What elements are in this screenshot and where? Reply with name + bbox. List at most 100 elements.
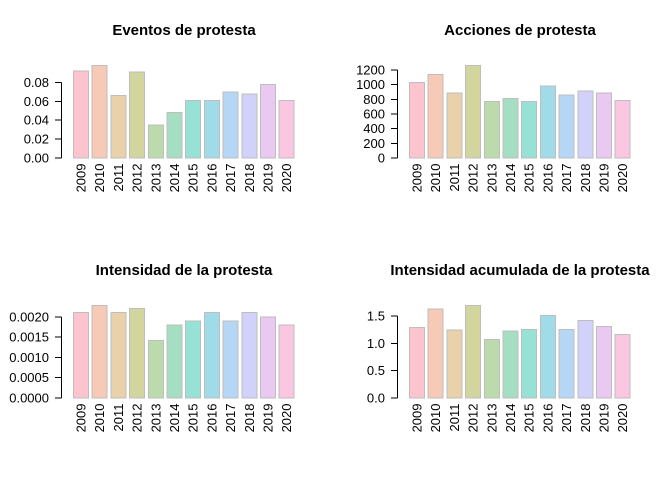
x-tick-label: 2011 xyxy=(111,164,126,192)
bar-2020 xyxy=(278,99,295,159)
bar-plot-intensidad: 0.0000 0.0005 0.0010 0.0015 0.0020 2009 2010 20… xyxy=(9,305,295,433)
bar-2015 xyxy=(521,101,538,159)
bar-2012 xyxy=(129,307,146,399)
x-tick-label: 2014 xyxy=(167,164,182,193)
bar-2010 xyxy=(91,65,108,159)
x-tick-label: 2013 xyxy=(148,164,163,193)
x-tick-label: 2016 xyxy=(540,164,555,193)
bar-plot-intensidad-acumulada: 0.0 0.5 1.0 1.5 2009 2010 2011 2012 2013 2014 2015… xyxy=(367,305,631,433)
x-tick-label: 2010 xyxy=(428,404,443,433)
x-tick-label: 2020 xyxy=(615,404,630,433)
x-tick-label: 2014 xyxy=(503,404,518,433)
bar-2020 xyxy=(614,334,631,399)
x-tick-label: 2015 xyxy=(522,164,537,193)
y-tick-label: 0.02 xyxy=(24,132,49,147)
x-tick-label: 2009 xyxy=(74,164,89,193)
y-tick-label: 0.0015 xyxy=(9,330,49,345)
x-tick-label: 2011 xyxy=(447,404,462,432)
x-tick-label: 2009 xyxy=(410,164,425,193)
x-tick-label: 2011 xyxy=(111,404,126,432)
y-tick-label: 0 xyxy=(378,151,385,166)
bar-2009 xyxy=(73,70,89,159)
bar-2017 xyxy=(558,329,575,399)
x-tick-label: 2014 xyxy=(167,404,182,433)
x-tick-label: 2012 xyxy=(130,404,145,433)
bar-2020 xyxy=(614,100,631,159)
x-tick-label: 2017 xyxy=(559,404,574,433)
x-tick-label: 2019 xyxy=(261,404,276,433)
panel-eventos-de-protesta: Eventos de protesta 0.00 0.02 0.04 0.06 0.08… xyxy=(0,0,336,240)
y-tick-label: 1200 xyxy=(356,62,385,77)
bar-2013 xyxy=(483,101,500,159)
x-tick-label: 2017 xyxy=(559,164,574,193)
bar-2013 xyxy=(483,338,500,399)
y-tick-label: 0.0020 xyxy=(9,309,49,324)
bar-2018 xyxy=(241,93,258,159)
bar-plot-eventos: 0.00 0.02 0.04 0.06 0.08 2009 2010 2011 2012 2013… xyxy=(24,65,295,193)
bar-2011 xyxy=(110,311,127,399)
bar-2019 xyxy=(596,92,612,159)
x-tick-label: 2016 xyxy=(204,404,219,433)
y-tick-label: 0.08 xyxy=(24,75,49,90)
y-tick-label: 0.5 xyxy=(367,363,385,378)
bar-2011 xyxy=(446,92,463,159)
y-tick-label: 1.5 xyxy=(367,308,385,323)
bar-2013 xyxy=(147,124,164,159)
bar-2012 xyxy=(129,71,146,159)
bar-2012 xyxy=(465,65,482,159)
x-tick-label: 2012 xyxy=(466,404,481,433)
x-tick-label: 2010 xyxy=(92,404,107,433)
y-tick-label: 0.04 xyxy=(24,113,49,128)
bar-2016 xyxy=(203,99,220,159)
x-tick-label: 2016 xyxy=(204,164,219,193)
x-tick-label: 2010 xyxy=(428,164,443,193)
bar-2019 xyxy=(596,325,612,399)
bar-2014 xyxy=(166,324,183,399)
bar-2011 xyxy=(446,329,463,399)
x-tick-label: 2020 xyxy=(615,164,630,193)
x-tick-label: 2016 xyxy=(540,404,555,433)
bar-2015 xyxy=(521,329,538,399)
x-tick-label: 2015 xyxy=(186,404,201,433)
bar-2016 xyxy=(539,314,556,399)
panel-acciones-de-protesta: Acciones de protesta 0 200 400 600 800 1000 12… xyxy=(336,0,672,240)
bar-2009 xyxy=(409,81,425,159)
x-tick-label: 2020 xyxy=(279,404,294,433)
bar-2017 xyxy=(222,91,239,159)
x-tick-label: 2009 xyxy=(410,404,425,433)
bar-2018 xyxy=(241,311,258,399)
panel-intensidad-acumulada: Intensidad acumulada de la protesta 0.0 0… xyxy=(336,240,672,480)
y-tick-label: 0.0010 xyxy=(9,350,49,365)
chart-title-eventos: Eventos de protesta xyxy=(112,22,256,39)
bar-2018 xyxy=(577,90,594,159)
bar-2014 xyxy=(166,112,183,159)
bar-2013 xyxy=(147,339,164,399)
x-tick-label: 2018 xyxy=(578,404,593,433)
bar-2015 xyxy=(185,320,202,399)
y-tick-label: 600 xyxy=(363,107,385,122)
bar-2014 xyxy=(502,98,519,159)
bar-2011 xyxy=(110,95,127,159)
x-tick-label: 2015 xyxy=(186,164,201,193)
x-tick-label: 2017 xyxy=(223,404,238,433)
chart-title-intensidad-acumulada: Intensidad acumulada de la protesta xyxy=(390,262,650,279)
y-tick-label: 0.0000 xyxy=(9,391,49,406)
y-tick-label: 800 xyxy=(363,92,385,107)
bar-2019 xyxy=(260,83,276,159)
bar-2010 xyxy=(91,305,108,399)
x-tick-label: 2019 xyxy=(597,164,612,193)
y-tick-label: 400 xyxy=(363,121,385,136)
panel-intensidad-de-la-protesta: Intensidad de la protesta 0.0000 0.0005 0.… xyxy=(0,240,336,480)
x-tick-label: 2013 xyxy=(484,404,499,433)
bar-2014 xyxy=(502,330,519,399)
x-tick-label: 2012 xyxy=(466,164,481,193)
bar-2010 xyxy=(427,73,444,159)
chart-title-intensidad: Intensidad de la protesta xyxy=(95,262,273,279)
x-tick-label: 2018 xyxy=(242,163,257,192)
bar-2018 xyxy=(577,319,594,399)
bar-2019 xyxy=(260,316,276,399)
x-tick-label: 2018 xyxy=(242,404,257,433)
y-tick-label: 200 xyxy=(363,136,385,151)
x-tick-label: 2010 xyxy=(92,164,107,193)
